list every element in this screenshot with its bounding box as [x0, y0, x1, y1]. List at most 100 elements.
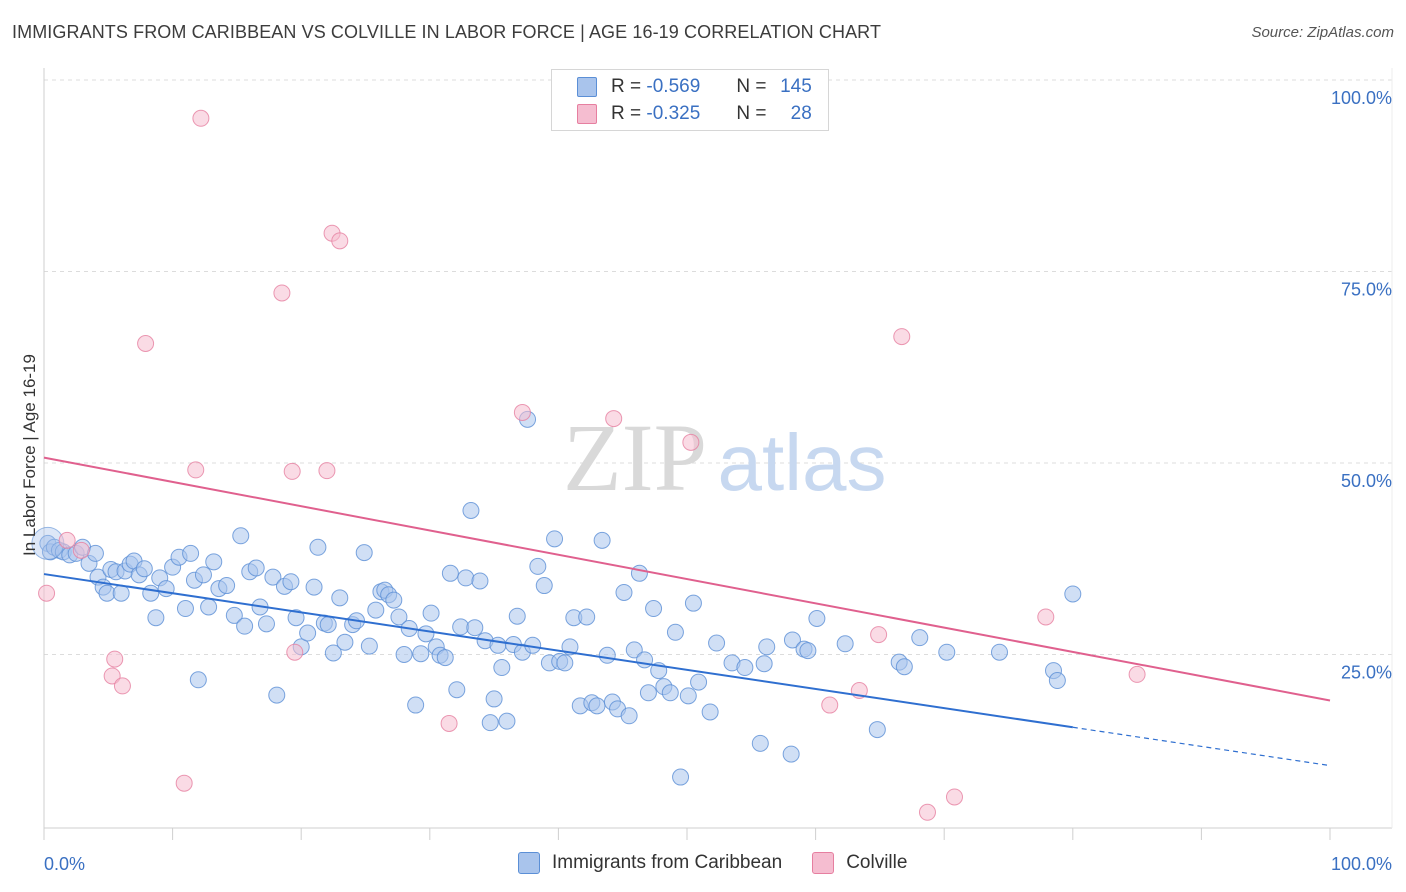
caribbean-point: [457, 569, 475, 587]
colville-point: [1037, 608, 1055, 626]
x-tick-label: 100.0%: [1331, 854, 1392, 874]
colville-point: [440, 714, 458, 732]
n-label: N =: [736, 76, 767, 97]
caribbean-point: [86, 544, 104, 562]
caribbean-point: [466, 619, 484, 637]
y-axis-title: In Labor Force | Age 16-19: [20, 354, 39, 556]
caribbean-point: [485, 690, 503, 708]
caribbean-point: [625, 641, 643, 659]
colville-point: [331, 232, 349, 250]
caribbean-point: [546, 530, 564, 548]
caribbean-point: [135, 560, 153, 578]
colville-point: [682, 433, 700, 451]
caribbean-point: [1048, 672, 1066, 690]
caribbean-point: [200, 598, 218, 616]
colville-point: [870, 626, 888, 644]
watermark-atlas: atlas: [718, 418, 887, 507]
caribbean-point: [305, 578, 323, 596]
colville-trend-line: [43, 456, 1331, 702]
caribbean-point: [661, 684, 679, 702]
caribbean-point: [666, 623, 684, 641]
caribbean-point: [299, 624, 317, 642]
axes: [43, 68, 1393, 840]
caribbean-point: [257, 615, 275, 633]
legend-item-colville[interactable]: Colville: [812, 852, 907, 874]
colville-point: [137, 335, 155, 353]
caribbean-point: [636, 651, 654, 669]
caribbean-point: [336, 633, 354, 651]
source-note: Source: ZipAtlas.com: [1251, 24, 1394, 41]
caribbean-point: [225, 606, 243, 624]
caribbean-point: [708, 634, 726, 652]
caribbean-point: [282, 573, 300, 591]
caribbean-point: [808, 609, 826, 627]
caribbean-point: [182, 544, 200, 562]
caribbean-point: [390, 608, 408, 626]
caribbean-swatch: [577, 77, 597, 97]
trend-lines: [43, 456, 1331, 767]
caribbean-point: [508, 607, 526, 625]
caribbean-point: [630, 564, 648, 582]
caribbean-point: [645, 600, 663, 618]
caribbean-point: [236, 617, 254, 635]
caribbean-point: [701, 703, 719, 721]
caribbean-point: [142, 584, 160, 602]
caribbean-point: [598, 646, 616, 664]
caribbean-point: [783, 631, 801, 649]
caribbean-point: [868, 721, 886, 739]
caribbean-point: [319, 616, 337, 634]
colville-point: [918, 803, 936, 821]
caribbean-point: [535, 577, 553, 595]
caribbean-point: [672, 768, 690, 786]
colville-point: [113, 677, 131, 695]
caribbean-point: [462, 501, 480, 519]
colville-point: [106, 650, 124, 668]
caribbean-point: [938, 643, 956, 661]
caribbean-point: [287, 609, 305, 627]
caribbean-point: [157, 580, 175, 598]
caribbean-trend-line: [43, 573, 1073, 729]
series-colville-points: [38, 109, 1146, 821]
caribbean-point: [556, 654, 574, 672]
caribbean-point: [679, 687, 697, 705]
caribbean-point: [836, 635, 854, 653]
caribbean-point: [395, 646, 413, 663]
n-label: N =: [736, 103, 767, 124]
legend-row-caribbean: R = -0.569 N = 145: [577, 74, 812, 100]
colville-point: [58, 531, 76, 549]
colville-point: [1128, 665, 1146, 683]
caribbean-point: [751, 734, 769, 752]
caribbean-point: [736, 659, 754, 677]
legend-item-caribbean[interactable]: Immigrants from Caribbean: [518, 852, 782, 874]
caribbean-point: [407, 696, 425, 714]
caribbean-point: [911, 629, 929, 647]
colville-swatch: [577, 104, 597, 124]
r-label: R =: [611, 103, 642, 124]
caribbean-point: [529, 557, 547, 575]
legend-label-caribbean: Immigrants from Caribbean: [552, 852, 783, 873]
series-caribbean-points: [31, 410, 1082, 786]
caribbean-point: [247, 559, 265, 577]
tick-labels: 25.0% 50.0% 75.0% 100.0% 0.0% 100.0%: [44, 88, 1392, 874]
caribbean-point: [98, 584, 116, 602]
colville-point: [893, 328, 911, 346]
y-tick-label: 100.0%: [1331, 88, 1392, 108]
caribbean-point: [448, 681, 466, 699]
y-tick-label: 50.0%: [1341, 471, 1392, 491]
x-tick-label: 0.0%: [44, 854, 85, 874]
colville-legend-swatch: [812, 852, 835, 874]
y-tick-label: 25.0%: [1341, 663, 1392, 683]
colville-point: [286, 643, 304, 661]
y-tick-label: 75.0%: [1341, 280, 1392, 300]
caribbean-point: [417, 625, 435, 643]
colville-point: [192, 109, 210, 127]
legend-label-colville: Colville: [846, 852, 908, 873]
caribbean-point: [588, 697, 606, 715]
colville-point: [945, 788, 963, 806]
caribbean-point: [684, 594, 702, 612]
colville-point: [72, 541, 90, 559]
stats-legend: R = -0.569 N = 145 R = -0.325 N = 28: [551, 69, 829, 131]
series-legend: Immigrants from Caribbean Colville: [518, 852, 937, 874]
colville-point: [283, 462, 301, 480]
